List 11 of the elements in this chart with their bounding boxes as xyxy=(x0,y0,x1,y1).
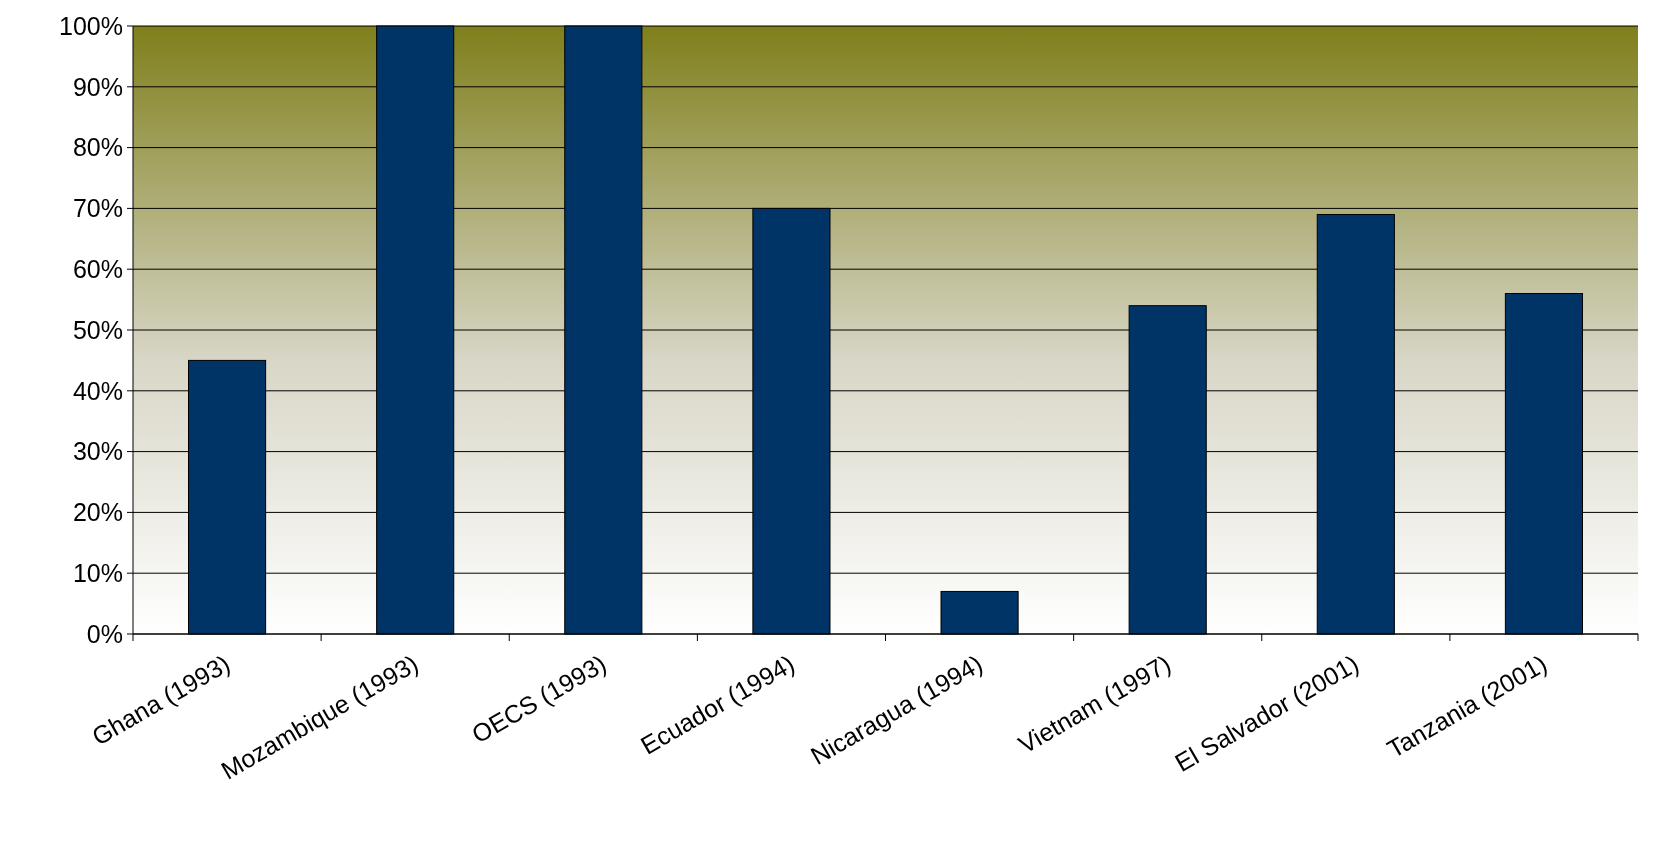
y-tick-label: 50% xyxy=(72,315,123,344)
y-tick-label: 100% xyxy=(59,11,123,40)
y-tick-label: 60% xyxy=(72,254,123,283)
y-tick-label: 0% xyxy=(86,619,123,648)
y-tick-label: 70% xyxy=(72,194,123,223)
y-tick-label: 30% xyxy=(72,437,123,466)
y-tick-label: 20% xyxy=(72,498,123,527)
y-tick-label: 80% xyxy=(72,133,123,162)
y-tick-label: 40% xyxy=(72,376,123,405)
y-tick-label: 90% xyxy=(72,72,123,101)
y-tick-label: 10% xyxy=(72,558,123,587)
